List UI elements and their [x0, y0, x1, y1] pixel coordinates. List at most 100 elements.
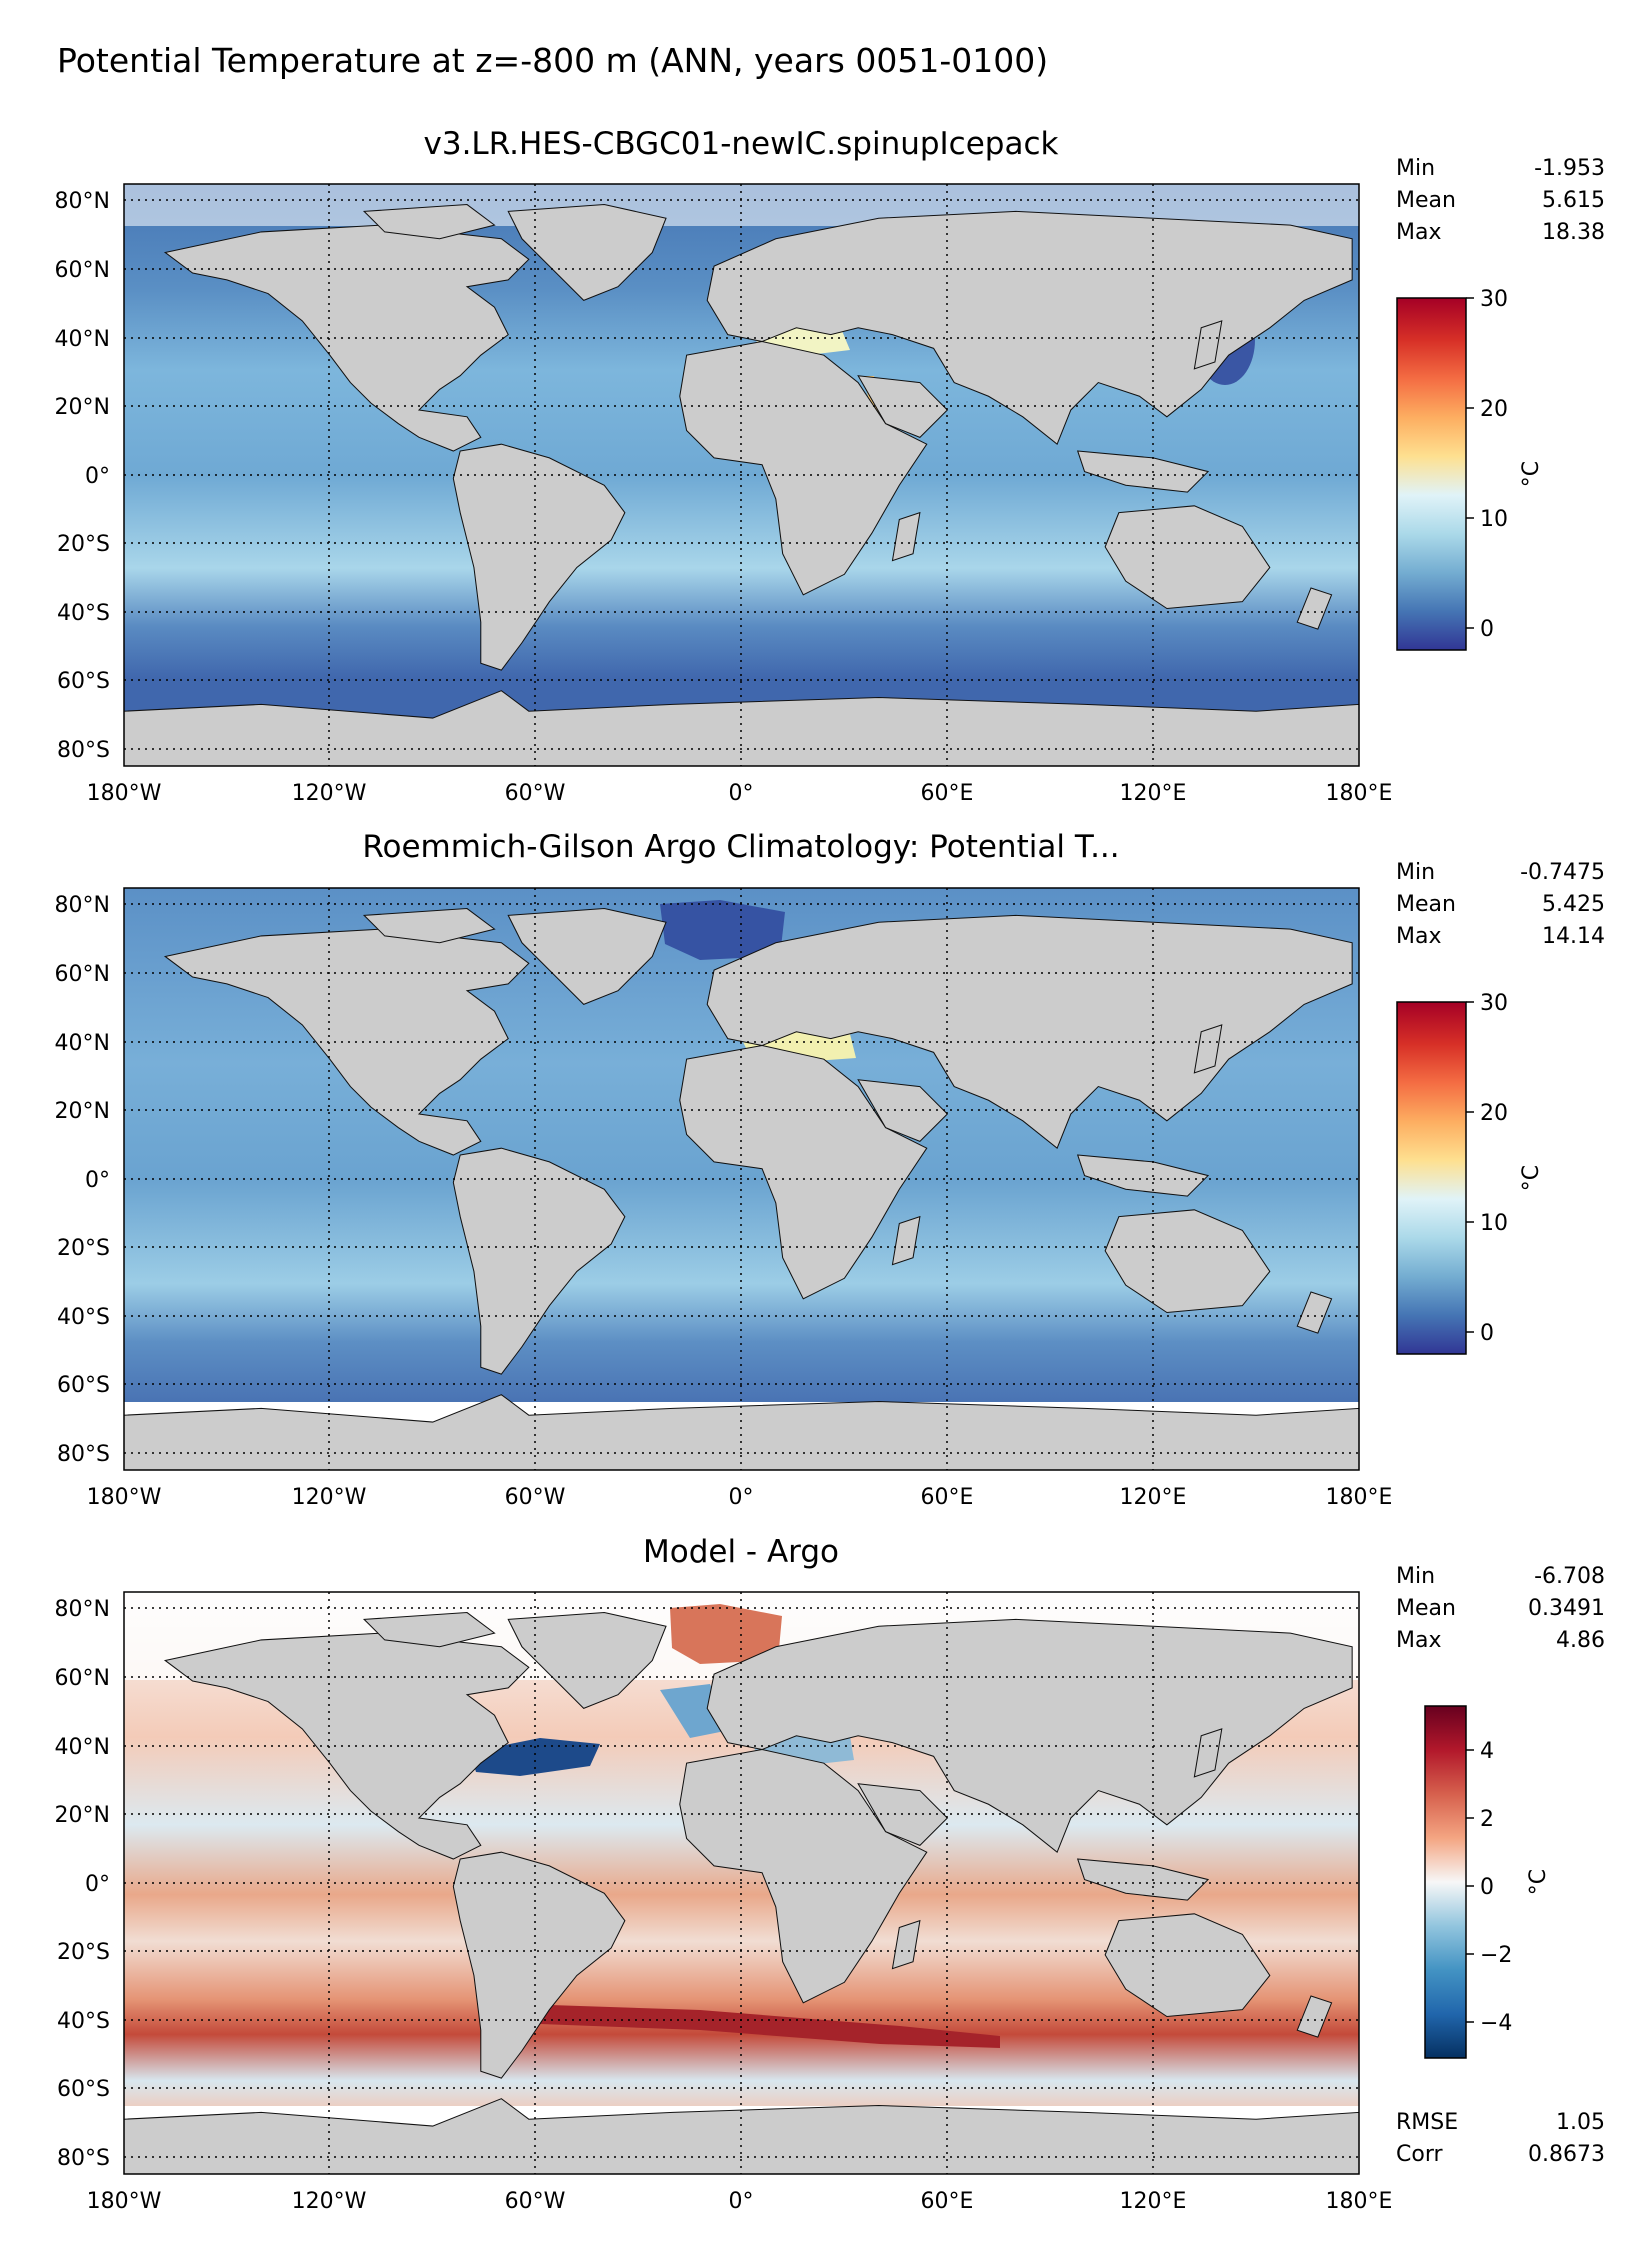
colorbar-gradient — [1396, 297, 1467, 651]
y-tick-label: 40°S — [57, 601, 110, 626]
colorbar-label: °C — [1519, 461, 1544, 487]
x-tick-label: 120°W — [292, 1485, 367, 1510]
stats-box: Min -0.7475 Mean 5.425 Max 14.14 — [1396, 860, 1605, 949]
colorbar-gradient — [1396, 1001, 1467, 1355]
y-tick-label: 80°S — [57, 2146, 110, 2171]
y-ticks: 80°N 60°N 40°N 20°N 0° 20°S 40°S 60°S 80… — [55, 189, 110, 763]
graticule — [124, 1592, 1359, 2174]
stat-label: Min — [1396, 1564, 1435, 1589]
stat-label: Min — [1396, 860, 1435, 885]
x-tick-label: 0° — [729, 1485, 754, 1510]
y-tick-label: 60°S — [57, 2077, 110, 2102]
x-tick-label: 60°E — [921, 2189, 974, 2214]
colorbar-label: °C — [1519, 1165, 1544, 1191]
x-tick-label: 120°W — [292, 781, 367, 806]
stat-label: Min — [1396, 156, 1435, 181]
x-ticks: 180°W 120°W 60°W 0° 60°E 120°E 180°E — [87, 1485, 1393, 1510]
x-tick-label: 180°E — [1326, 1485, 1393, 1510]
y-tick-label: 40°N — [55, 327, 110, 352]
colorbar-tick: 0 — [1480, 1321, 1494, 1346]
graticule — [124, 888, 1359, 1470]
panel-title: v3.LR.HES-CBGC01-newIC.spinupIcepack — [424, 126, 1059, 162]
panel-observations: Roemmich-Gilson Argo Climatology: Potent… — [55, 829, 1605, 1510]
y-tick-label: 0° — [85, 464, 110, 489]
stat-value: 5.425 — [1542, 892, 1605, 917]
stat-value: -1.953 — [1534, 156, 1605, 181]
x-ticks: 180°W 120°W 60°W 0° 60°E 120°E 180°E — [87, 781, 1393, 806]
stat-label: Corr — [1396, 2142, 1443, 2167]
x-tick-label: 180°E — [1326, 2189, 1393, 2214]
y-tick-label: 20°N — [55, 1803, 110, 1828]
y-tick-label: 40°N — [55, 1031, 110, 1056]
y-tick-label: 40°N — [55, 1735, 110, 1760]
colorbar-gradient — [1424, 1705, 1467, 2059]
x-tick-label: 180°W — [87, 2189, 162, 2214]
x-tick-label: 180°W — [87, 1485, 162, 1510]
map-difference: 80°N 60°N 40°N 20°N 0° 20°S 40°S 60°S 80… — [55, 1591, 1393, 2214]
y-tick-label: 60°N — [55, 962, 110, 987]
graticule — [124, 184, 1359, 766]
stat-value: -0.7475 — [1520, 860, 1605, 885]
southern-warm-band — [520, 2004, 1000, 2048]
x-tick-label: 180°W — [87, 781, 162, 806]
x-tick-label: 0° — [729, 781, 754, 806]
x-tick-label: 60°W — [505, 2189, 566, 2214]
x-tick-label: 120°E — [1120, 1485, 1187, 1510]
stat-value: 1.05 — [1556, 2110, 1605, 2135]
y-tick-label: 80°N — [55, 1597, 110, 1622]
y-tick-label: 80°N — [55, 189, 110, 214]
y-ticks: 80°N 60°N 40°N 20°N 0° 20°S 40°S 60°S 80… — [55, 1597, 110, 2171]
x-tick-label: 120°E — [1120, 2189, 1187, 2214]
colorbar-tick: −4 — [1480, 2011, 1512, 2036]
panel-title: Roemmich-Gilson Argo Climatology: Potent… — [362, 829, 1119, 865]
nordic-seas-anomaly — [670, 1604, 782, 1664]
y-tick-label: 60°S — [57, 1373, 110, 1398]
map-model: 80°N 60°N 40°N 20°N 0° 20°S 40°S 60°S 80… — [55, 183, 1393, 806]
colorbar-tick: 2 — [1480, 1807, 1494, 1832]
x-tick-label: 60°W — [505, 781, 566, 806]
x-tick-label: 120°E — [1120, 781, 1187, 806]
y-tick-label: 40°S — [57, 1305, 110, 1330]
stat-value: 0.8673 — [1528, 2142, 1605, 2167]
stat-label: Mean — [1396, 188, 1456, 213]
y-tick-label: 40°S — [57, 2009, 110, 2034]
x-tick-label: 60°W — [505, 1485, 566, 1510]
y-tick-label: 80°S — [57, 738, 110, 763]
y-tick-label: 80°N — [55, 893, 110, 918]
stat-value: 18.38 — [1542, 220, 1605, 245]
colorbar-tick: −2 — [1480, 1943, 1512, 1968]
y-tick-label: 80°S — [57, 1442, 110, 1467]
y-tick-label: 20°S — [57, 532, 110, 557]
stat-label: Max — [1396, 220, 1441, 245]
stat-label: Mean — [1396, 892, 1456, 917]
colorbar: 0 10 20 30 °C — [1396, 991, 1544, 1355]
y-tick-label: 20°S — [57, 1236, 110, 1261]
figure-title: Potential Temperature at z=-800 m (ANN, … — [57, 41, 1048, 80]
colorbar-tick: 10 — [1480, 507, 1508, 532]
stat-value: 4.86 — [1556, 1628, 1605, 1653]
nordic-seas — [660, 900, 785, 960]
y-tick-label: 20°N — [55, 395, 110, 420]
colorbar-tick: 4 — [1480, 1739, 1494, 1764]
stat-value: 5.615 — [1542, 188, 1605, 213]
stat-value: 0.3491 — [1528, 1596, 1605, 1621]
x-ticks: 180°W 120°W 60°W 0° 60°E 120°E 180°E — [87, 2189, 1393, 2214]
y-tick-label: 0° — [85, 1872, 110, 1897]
map-observations: 80°N 60°N 40°N 20°N 0° 20°S 40°S 60°S 80… — [55, 887, 1393, 1510]
y-tick-label: 60°S — [57, 669, 110, 694]
error-stats-box: RMSE 1.05 Corr 0.8673 — [1396, 2110, 1605, 2167]
panel-title: Model - Argo — [643, 1534, 839, 1570]
colorbar-tick: 0 — [1480, 617, 1494, 642]
x-tick-label: 60°E — [921, 1485, 974, 1510]
colorbar-tick: 10 — [1480, 1211, 1508, 1236]
y-tick-label: 60°N — [55, 258, 110, 283]
colorbar: 0 10 20 30 °C — [1396, 287, 1544, 651]
stats-box: Min -1.953 Mean 5.615 Max 18.38 — [1396, 156, 1605, 245]
y-ticks: 80°N 60°N 40°N 20°N 0° 20°S 40°S 60°S 80… — [55, 893, 110, 1467]
y-tick-label: 0° — [85, 1168, 110, 1193]
stat-label: Max — [1396, 1628, 1441, 1653]
colorbar-tick: 30 — [1480, 991, 1508, 1016]
x-tick-label: 60°E — [921, 781, 974, 806]
colorbar-label: °C — [1526, 1869, 1551, 1895]
